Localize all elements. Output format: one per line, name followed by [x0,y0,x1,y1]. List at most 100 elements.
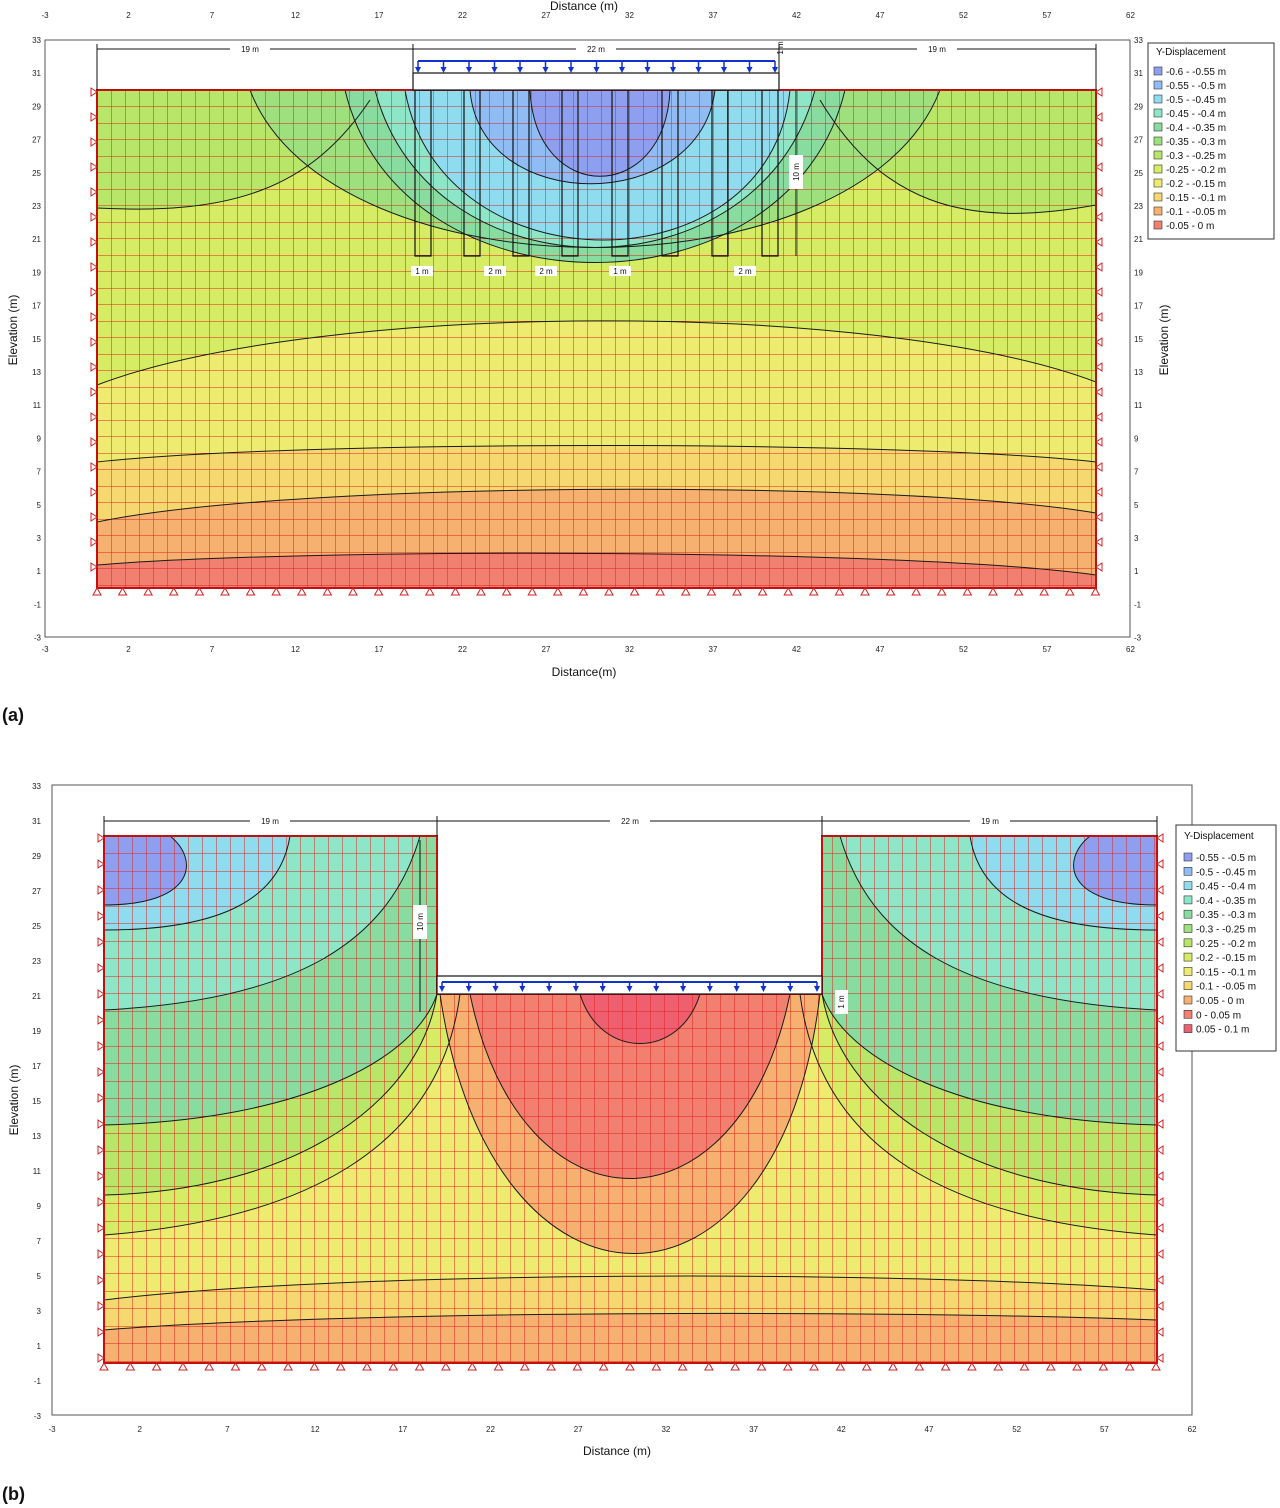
y-tick-label: 17 [32,1062,41,1071]
legend-swatch [1183,967,1193,976]
y-tick-label: 7 [1134,468,1139,477]
pin-support [271,586,282,596]
roller-support [1095,262,1103,272]
roller-support [97,859,105,869]
x-tick-label: 22 [458,645,467,654]
load-arrow [466,67,472,73]
pin-support [1090,586,1101,596]
roller-support [90,237,98,247]
y-tick-label: 15 [32,335,41,344]
pin-support [860,586,870,596]
x-tick-label: -3 [48,1425,56,1434]
pin-support [335,1361,346,1371]
legend-swatch [1183,938,1193,948]
panel-b: 19 m 22 m 19 m 10 m 1 m -3 2 7 12 17 22 27 32 37… [2,782,1277,1504]
x-tick-label: 47 [876,645,885,654]
pin-support [861,1361,872,1371]
legend-swatch [1183,881,1193,890]
pin-support [168,586,179,596]
roller-support [90,387,98,397]
load-arrow [572,986,579,992]
pin-support [604,586,614,596]
pin-support [629,586,640,596]
x-tick-label: 62 [1126,645,1135,654]
legend-entry: -0.55 - -0.5 m [1166,81,1226,92]
y-tick-label: -3 [34,634,42,643]
roller-support [1156,859,1164,869]
y-tick-label: 5 [37,501,42,510]
pin-support [598,1361,609,1371]
legend-entry: -0.15 - -0.1 m [1196,967,1256,978]
load-arrow [517,67,523,73]
load-arrow [492,986,499,992]
x-tick-label: 62 [1188,1425,1197,1434]
load-arrow [546,986,553,992]
pin-support [151,1361,162,1371]
pin-support [1072,1361,1082,1371]
legend-entry: -0.1 - -0.05 m [1196,982,1256,993]
legend-swatch [1153,136,1163,146]
y-tick-label: 27 [32,887,41,896]
roller-support [1095,237,1103,247]
y-tick-label: 1 [37,1342,42,1351]
roller-support [90,362,98,372]
load-arrow [644,67,651,73]
roller-support [1095,162,1103,172]
load-arrow [440,67,447,73]
legend-swatch [1183,909,1193,919]
x-tick-label: 42 [792,645,801,654]
panel-a-ticks: -3-3227712121717222227273232373742424747… [32,11,1143,654]
y-axis-label-left: Elevation (m) [6,295,20,366]
y-tick-label: 31 [32,69,41,78]
pin-support [809,1361,819,1371]
x-tick-label: 17 [375,11,384,20]
load-arrow [415,67,421,73]
pin-support [911,586,922,596]
panel-b-contours [104,836,1157,1363]
pin-support [467,1361,478,1371]
pin-support [450,586,461,596]
roller-support [1095,537,1103,547]
spacing-label: 1 m [613,267,627,276]
spacing-label: 2 m [488,267,502,276]
pin-support [92,586,102,596]
pin-support [572,1361,583,1371]
roller-support [1156,911,1164,921]
y-tick-label: 21 [32,235,41,244]
legend-entry: 0 - 0.05 m [1196,1010,1241,1021]
y-tick-label: 33 [32,782,41,791]
roller-support [1156,963,1164,973]
pin-support [783,586,794,596]
load-arrow [542,67,549,73]
y-tick-label: 11 [33,1167,42,1176]
legend-entry: 0.05 - 0.1 m [1196,1025,1249,1036]
dim-left-width: 19 m [241,45,259,54]
legend-b: Y-Displacement -0.55 - -0.5 m -0.5 - -0.4… [1175,824,1277,1052]
x-tick-label: 27 [574,1425,583,1434]
boundary-supports [90,87,1103,596]
roller-support [1095,187,1103,197]
roller-support [97,1067,105,1077]
load-arrow [787,986,794,992]
load-arrow [491,67,498,73]
pin-support [546,1361,556,1371]
pin-support [220,586,230,596]
roller-support [97,963,105,973]
y-tick-label: 21 [32,992,41,1001]
pin-support [706,586,717,596]
x-tick-label: 52 [959,11,968,20]
legend-entry: -0.4 - -0.35 m [1196,896,1256,907]
roller-support [97,1275,105,1285]
roller-support [90,462,98,472]
roller-support [1095,362,1103,372]
pin-support [993,1361,1004,1371]
load-arrow [519,986,526,992]
roller-support [1156,937,1164,947]
y-tick-label: 19 [32,268,41,277]
y-tick-label: 33 [1134,36,1143,45]
y-tick-label: 23 [32,957,41,966]
panel-a-frame [44,39,1131,638]
y-tick-label: 19 [32,1027,41,1036]
roller-support [90,212,98,222]
panel-b-ticks: -3 2 7 12 17 22 27 32 37 42 47 52 57 6233312927252321… [32,782,1197,1434]
